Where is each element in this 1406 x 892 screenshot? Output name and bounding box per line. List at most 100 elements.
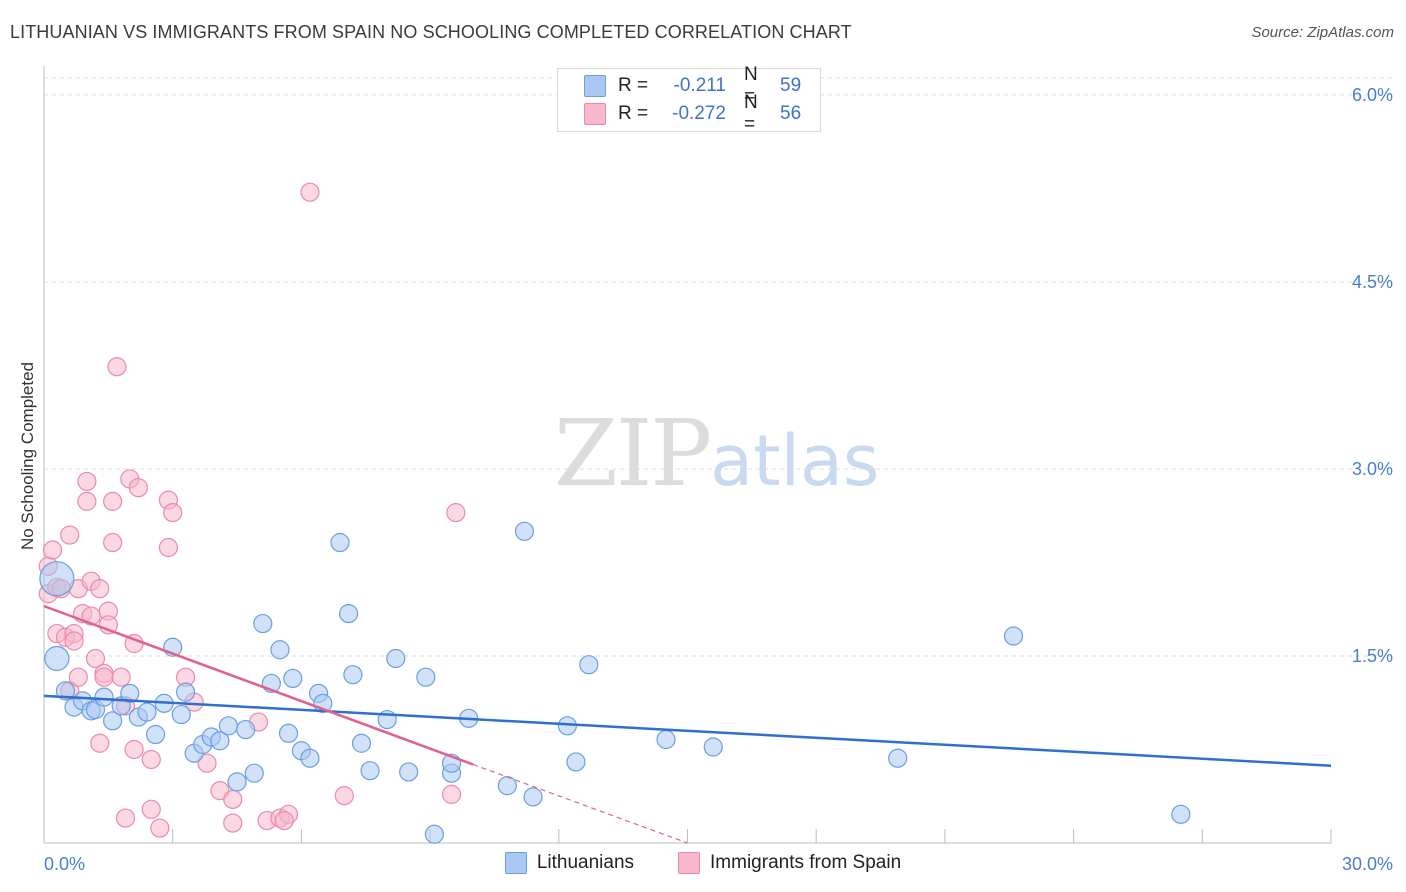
legend-r-label: R =: [618, 75, 649, 96]
spain-point: [141, 749, 161, 770]
lithuanian-point: [145, 724, 166, 745]
spain-point: [77, 471, 97, 492]
legend-label-immigrants-from-spain: Immigrants from Spain: [710, 852, 902, 873]
spain-point: [94, 667, 114, 687]
spain-point: [300, 182, 320, 202]
spain-point: [223, 813, 243, 833]
gridlines: [44, 77, 1392, 657]
lithuanian-point: [283, 668, 303, 689]
lithuanian-point: [338, 603, 359, 624]
y-tick-label: 1.5%: [1352, 646, 1393, 666]
spain-point: [223, 789, 243, 809]
lithuanian-point: [424, 824, 444, 844]
spain-point: [334, 786, 354, 806]
lithuanian-point: [253, 613, 273, 634]
spain-point: [90, 733, 110, 753]
spain-point: [150, 818, 170, 838]
legend-row-lithuanians: R = -0.211 N = 59: [584, 64, 802, 107]
y-tick-label: 6.0%: [1352, 85, 1393, 105]
spain-point: [42, 540, 63, 560]
legend-item-immigrants-from-spain[interactable]: Immigrants from Spain: [678, 852, 901, 874]
trend-line-lithuanians: [43, 694, 1332, 767]
lithuanian-point: [330, 532, 350, 553]
lithuanian-point: [55, 681, 76, 701]
watermark: ZIPatlas: [554, 400, 879, 507]
legend-n-value: 59: [780, 75, 802, 96]
spain-point: [90, 579, 110, 599]
spain-point: [103, 491, 123, 511]
lithuanian-point: [236, 719, 256, 740]
spain-point: [197, 753, 217, 773]
spain-point: [141, 799, 161, 819]
lithuanian-point: [103, 711, 123, 731]
lithuanian-point: [39, 561, 75, 597]
spain-point: [68, 667, 88, 687]
spain-point: [115, 808, 136, 828]
lithuanian-point: [656, 729, 676, 750]
legend-swatch-immigrants-from-spain: [678, 852, 701, 874]
lithuanian-point: [94, 687, 114, 707]
lithuanian-point: [514, 521, 535, 541]
spain-point: [60, 525, 80, 545]
lithuanian-point: [416, 667, 436, 687]
lithuanian-point: [579, 655, 599, 675]
lithuanian-point: [497, 776, 517, 796]
y-tick-labels: 1.5% 3.0% 4.5% 6.0%: [1352, 85, 1393, 666]
lithuanian-point: [218, 716, 239, 736]
spain-point: [446, 503, 466, 523]
legend-swatch-lithuanians: [504, 852, 527, 874]
legend-n-label: N =: [744, 64, 758, 107]
lithuanian-point: [888, 748, 908, 768]
correlation-legend: R = -0.211 N = 59 R = -0.272 N = 56: [557, 64, 821, 135]
legend-r-value: -0.272: [672, 103, 726, 124]
chart-title: LITHUANIAN VS IMMIGRANTS FROM SPAIN NO S…: [10, 22, 852, 42]
lithuanian-point: [360, 761, 380, 781]
legend-label-lithuanians: Lithuanians: [536, 852, 635, 873]
legend-r-label: R =: [618, 103, 649, 124]
trend-line-immigrants-from-spain: [43, 604, 474, 766]
lithuanian-point: [566, 752, 586, 772]
legend-r-value: -0.211: [673, 75, 726, 96]
trend-extension-immigrants-from-spain: [472, 763, 688, 844]
legend-row-immigrants-from-spain: R = -0.272 N = 56: [584, 92, 802, 135]
lithuanian-point: [351, 733, 372, 753]
lithuanian-point: [278, 723, 299, 743]
x-tick-label-max: 30.0%: [1342, 854, 1393, 874]
trend-lines: [43, 604, 1332, 844]
lithuanian-point: [137, 702, 157, 722]
watermark-zip: ZIP: [554, 400, 712, 507]
spain-point: [441, 784, 462, 804]
lithuanian-point: [171, 704, 191, 725]
watermark-atlas: atlas: [710, 420, 880, 502]
spain-point: [103, 532, 123, 553]
spain-point: [64, 631, 84, 651]
lithuanian-point: [1003, 626, 1024, 646]
lithuanian-point: [270, 640, 290, 660]
lithuanian-point: [343, 665, 363, 685]
lithuanian-point: [44, 645, 70, 672]
spain-point: [77, 491, 97, 511]
lithuanian-point: [210, 731, 230, 751]
spain-point: [107, 357, 127, 377]
x-tick-labels: 0.0% 30.0%: [44, 854, 1393, 874]
lithuanian-point: [1171, 804, 1191, 824]
legend-n-label: N =: [744, 92, 758, 135]
lithuanian-point: [386, 648, 406, 669]
source-note: Source: ZipAtlas.com: [1251, 24, 1394, 41]
lithuanian-point: [523, 787, 543, 807]
spain-point: [85, 648, 106, 669]
spain-point: [128, 478, 148, 498]
spain-point: [111, 667, 131, 687]
spain-point: [163, 503, 183, 523]
legend-n-value: 56: [780, 103, 802, 124]
lithuanian-point: [703, 737, 723, 757]
legend-swatch-lithuanians: [584, 75, 606, 97]
legend-swatch-immigrants-from-spain: [584, 103, 606, 125]
lithuanian-point: [120, 683, 140, 703]
x-tick-label-min: 0.0%: [44, 854, 85, 874]
lithuanian-point: [227, 772, 247, 792]
lithuanian-point: [399, 762, 419, 782]
y-tick-label: 3.0%: [1352, 459, 1393, 479]
legend-item-lithuanians[interactable]: Lithuanians: [504, 852, 635, 874]
